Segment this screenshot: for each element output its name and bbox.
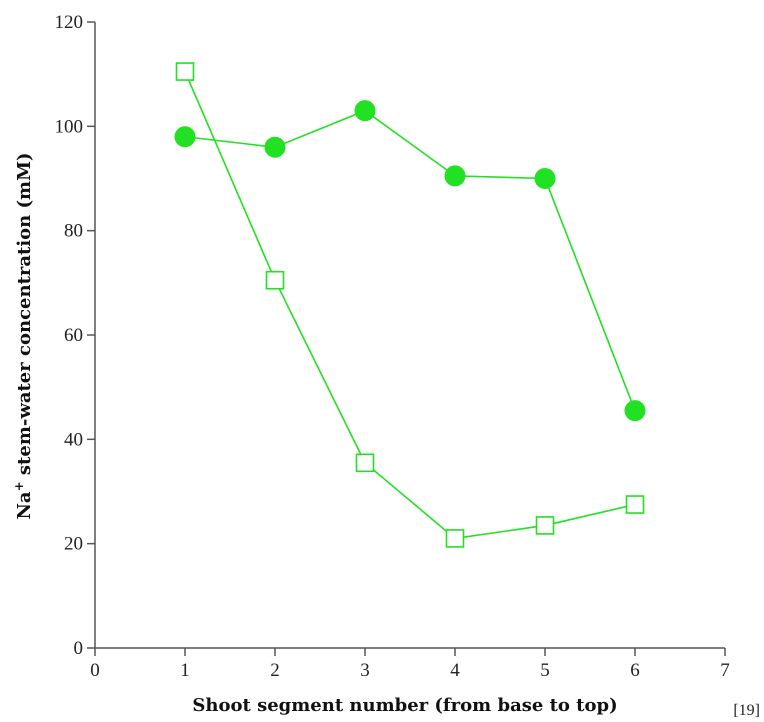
series-line (184, 109, 636, 411)
y-axis-label: Na+ stem-water concentration (mM) (12, 152, 35, 519)
x-tick-label: 1 (180, 660, 190, 681)
x-tick-label: 3 (360, 660, 370, 681)
x-tick-label: 0 (90, 660, 100, 681)
x-axis-label: Shoot segment number (from base to top) (192, 695, 617, 716)
data-point (625, 495, 645, 514)
data-point (355, 453, 375, 473)
y-tick-label: 0 (74, 638, 84, 659)
data-point (175, 62, 195, 81)
y-tick-label: 60 (64, 325, 83, 346)
x-tick-label: 6 (630, 660, 640, 681)
data-point (174, 126, 196, 148)
y-tick-label: 100 (55, 116, 84, 137)
y-ticks: 0 20 40 60 80 100 120 (55, 12, 95, 659)
data-point (624, 400, 646, 422)
y-axis-label-main: Na (14, 491, 35, 519)
y-tick-label: 20 (64, 534, 83, 555)
y-tick-label: 120 (55, 12, 84, 33)
axes (94, 22, 725, 649)
series-line (184, 71, 636, 540)
series-1 (174, 100, 646, 422)
x-tick-label: 4 (450, 660, 460, 681)
y-tick-label: 80 (64, 221, 83, 242)
x-ticks: 0 1 2 3 4 5 6 7 (90, 648, 730, 681)
data-point (264, 136, 286, 158)
y-axis-label-rest: stem-water concentration (mM) (14, 152, 35, 481)
x-tick-label: 7 (720, 660, 730, 681)
data-point (444, 165, 466, 187)
y-axis-label-sup: + (12, 481, 26, 491)
data-point (535, 516, 555, 535)
reference-label: [19] (733, 702, 760, 719)
series-2 (175, 62, 645, 548)
y-tick-label: 40 (64, 429, 83, 450)
data-point (354, 100, 376, 122)
x-tick-label: 5 (540, 660, 550, 681)
series-group (174, 62, 646, 548)
data-point (445, 529, 465, 548)
data-point (534, 168, 556, 189)
x-tick-label: 2 (270, 660, 280, 681)
data-point (265, 270, 285, 290)
